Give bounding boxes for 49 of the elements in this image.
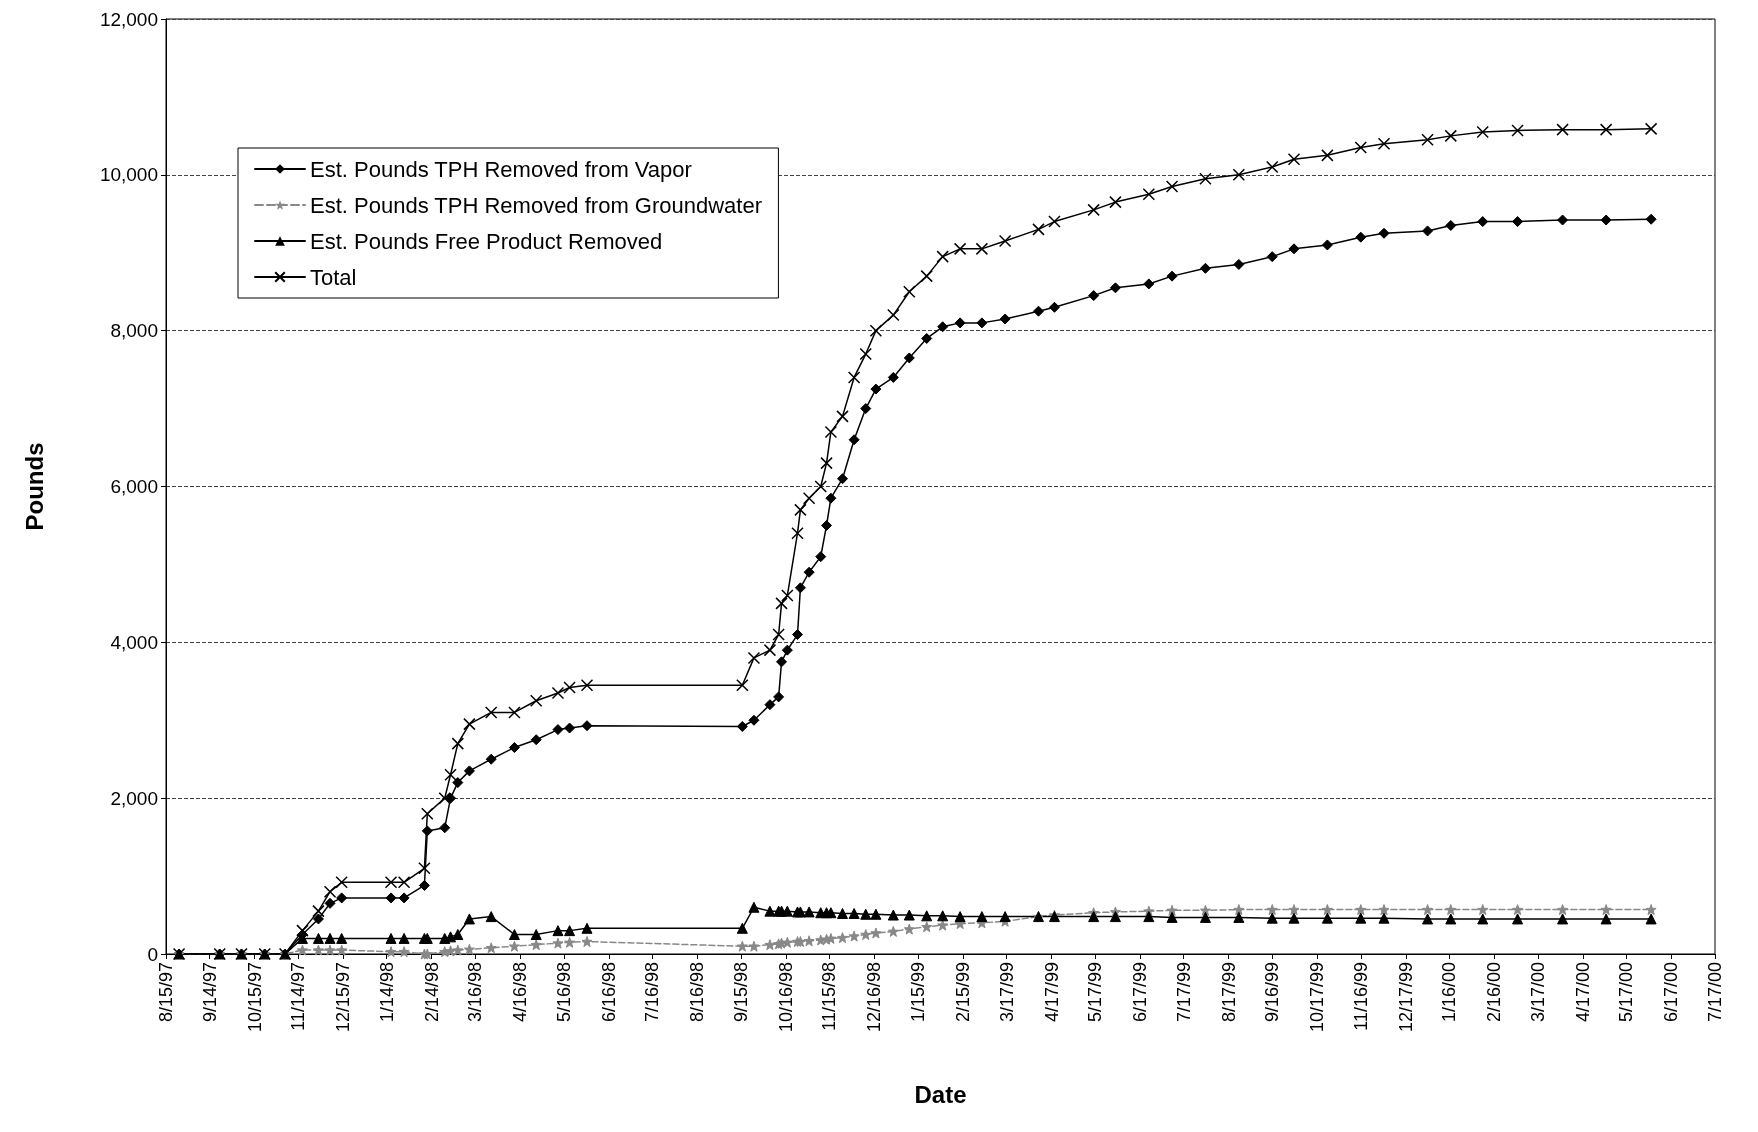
x-tick-label: 2/14/98 [421, 962, 442, 1023]
x-tick-label: 3/17/99 [996, 962, 1017, 1023]
y-tick-label: 10,000 [99, 164, 158, 186]
x-tick-label: 4/17/00 [1572, 962, 1593, 1023]
x-tick-label: 5/17/00 [1616, 962, 1637, 1023]
x-axis-title: Date [914, 1080, 967, 1108]
x-tick-label: 9/14/97 [199, 962, 220, 1023]
x-tick-label: 1/15/99 [908, 962, 928, 1023]
x-tick-label: 4/17/99 [1041, 962, 1062, 1023]
x-tick-label: 10/17/99 [1307, 962, 1328, 1033]
x-tick-label: 11/15/98 [819, 962, 840, 1031]
x-tick-label: 8/15/97 [156, 962, 176, 1023]
legend-label: Est. Pounds TPH Removed from Groundwater [310, 192, 763, 218]
x-tick-label: 12/15/97 [333, 962, 354, 1033]
x-tick-label: 1/16/00 [1439, 962, 1460, 1023]
y-tick-label: 2,000 [110, 787, 158, 809]
x-tick-label: 6/17/99 [1130, 962, 1151, 1023]
x-tick-label: 11/14/97 [288, 962, 309, 1031]
legend-label: Est. Pounds TPH Removed from Vapor [310, 156, 692, 182]
x-tick-label: 7/17/00 [1705, 962, 1725, 1023]
x-tick-label: 2/16/00 [1484, 962, 1505, 1023]
x-tick-label: 12/16/98 [864, 962, 885, 1033]
x-tick-label: 7/17/99 [1173, 962, 1194, 1023]
y-tick-label: 0 [147, 943, 158, 965]
x-tick-label: 11/16/99 [1350, 962, 1371, 1031]
x-tick-label: 6/17/00 [1661, 962, 1682, 1023]
x-tick-label: 10/16/98 [775, 962, 796, 1033]
x-tick-label: 7/16/98 [642, 962, 663, 1023]
x-tick-label: 9/16/99 [1262, 962, 1283, 1023]
y-tick-label: 4,000 [110, 631, 158, 653]
x-tick-label: 3/16/98 [465, 962, 486, 1023]
x-tick-label: 4/16/98 [510, 962, 531, 1023]
y-tick-label: 12,000 [99, 8, 158, 30]
y-axis-title: Pounds [20, 442, 48, 531]
x-tick-label: 6/16/98 [598, 962, 619, 1023]
x-tick-label: 3/17/00 [1527, 962, 1548, 1023]
legend-label: Est. Pounds Free Product Removed [310, 228, 663, 254]
y-tick-label: 8,000 [110, 320, 158, 342]
x-tick-label: 8/17/99 [1218, 962, 1239, 1023]
x-tick-label: 10/15/97 [244, 962, 265, 1033]
x-tick-label: 2/15/99 [953, 962, 973, 1023]
x-tick-label: 12/17/99 [1395, 962, 1416, 1033]
y-tick-label: 6,000 [110, 476, 158, 497]
x-tick-label: 9/15/98 [730, 962, 751, 1023]
x-tick-label: 5/16/98 [553, 962, 574, 1023]
x-tick-label: 5/17/99 [1085, 962, 1106, 1023]
x-tick-label: 8/16/98 [687, 962, 708, 1023]
legend-label: Total [310, 264, 357, 290]
x-tick-label: 1/14/98 [376, 962, 397, 1023]
